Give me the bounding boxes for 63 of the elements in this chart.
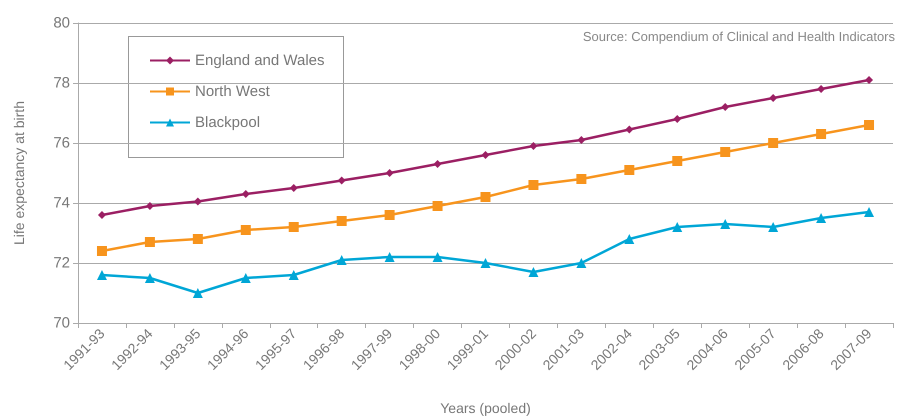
point — [480, 192, 490, 202]
point — [194, 198, 202, 206]
point — [482, 151, 490, 159]
point — [336, 216, 347, 226]
point — [864, 120, 874, 130]
point — [98, 211, 106, 219]
point — [288, 270, 299, 280]
legend-label: North West — [195, 83, 271, 100]
point — [144, 273, 155, 283]
y-tick-label: 74 — [53, 194, 70, 212]
y-tick-label: 76 — [53, 134, 70, 152]
y-tick-label: 70 — [53, 314, 70, 332]
point — [144, 237, 155, 247]
point — [146, 202, 154, 210]
point — [480, 258, 490, 268]
point — [384, 252, 395, 262]
point — [386, 169, 394, 177]
legend-label: Blackpool — [195, 114, 260, 131]
point — [432, 201, 443, 211]
point — [192, 234, 203, 244]
point — [624, 165, 634, 175]
point — [625, 126, 634, 134]
y-tick-label: 72 — [53, 254, 70, 272]
point — [529, 142, 538, 150]
point — [624, 234, 634, 244]
point — [768, 138, 778, 148]
x-axis-title: Years (pooled) — [440, 400, 531, 416]
point — [96, 246, 107, 256]
point — [865, 76, 874, 84]
point — [864, 207, 874, 217]
point — [242, 190, 250, 198]
point — [721, 103, 730, 111]
point — [576, 174, 586, 184]
point — [769, 94, 778, 102]
point — [577, 136, 586, 144]
point — [240, 273, 251, 283]
point — [240, 225, 251, 235]
annotation: Source: Compendium of Clinical and Health Indicators — [582, 29, 896, 44]
point — [336, 255, 347, 265]
point — [96, 270, 107, 280]
point — [576, 258, 586, 268]
point — [290, 184, 298, 192]
legend-label: England and Wales — [195, 52, 325, 69]
point — [434, 160, 442, 168]
point — [768, 222, 778, 232]
y-axis-title: Life expectancy at birth — [11, 101, 27, 245]
point — [672, 222, 682, 232]
point — [816, 129, 826, 139]
point — [432, 252, 443, 262]
y-tick-label: 78 — [53, 74, 70, 92]
point — [384, 210, 395, 220]
point — [192, 288, 203, 298]
point — [673, 115, 682, 123]
point — [528, 267, 538, 277]
point — [720, 219, 730, 229]
point — [288, 222, 299, 232]
point — [816, 213, 826, 223]
point — [672, 156, 682, 166]
point — [720, 147, 730, 157]
point — [817, 85, 826, 93]
point — [528, 180, 538, 190]
y-tick-label: 80 — [53, 14, 70, 32]
point — [338, 176, 346, 184]
